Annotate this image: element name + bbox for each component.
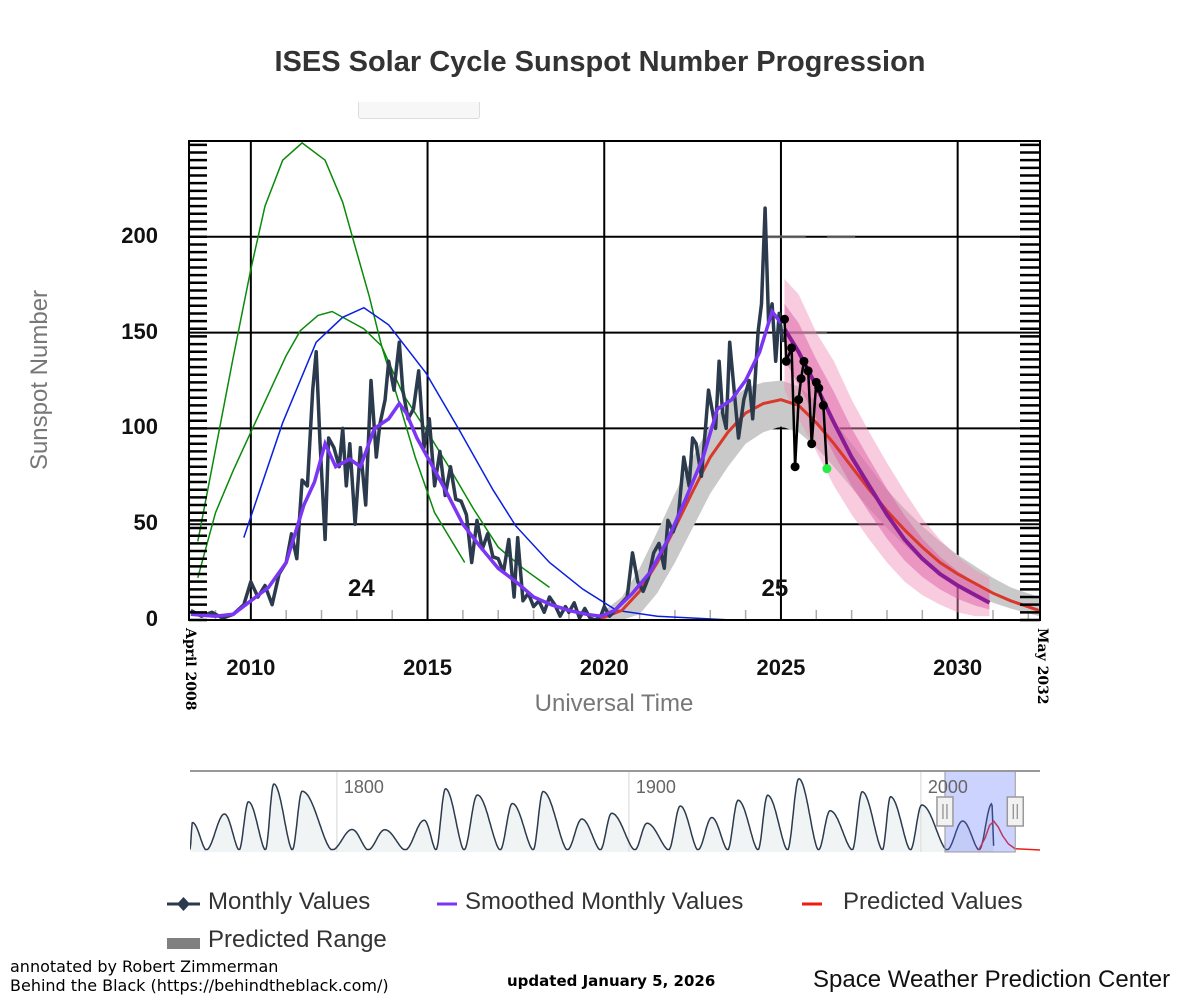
chart-title: ISES Solar Cycle Sunspot Number Progress… [274,46,926,78]
recent-monthly-point [787,343,797,353]
legend-range-rect-icon [167,938,200,949]
legend-diamond-icon [177,897,190,911]
x-tick-label: 2020 [579,655,629,680]
annotation-curve [197,141,466,563]
x-tick-label: 2010 [226,655,276,680]
navigator-area [190,778,994,852]
navigator-label: 2000 [927,777,968,797]
recent-monthly-point [781,356,791,366]
legend-smoothed-monthly-values[interactable]: Smoothed Monthly Values [465,888,744,915]
navigator-prediction [978,820,1040,851]
navigator-label: 1900 [635,777,676,797]
y-axis-title: Sunspot Number [26,289,53,471]
range-selector-button[interactable] [358,102,480,119]
recent-monthly-point [807,439,817,449]
smoothed-prediction-outer-band [784,278,990,617]
legend-markers [167,897,822,949]
y-tick-label: 200 [121,222,158,248]
x-axis-title: Universal Time [534,690,694,717]
x-axis-start-label: April 2008 [182,628,198,711]
recent-monthly-point [818,400,828,410]
recent-monthly-point [796,374,806,384]
plot-border [188,140,1041,621]
x-axis-end-label: May 2032 [1034,628,1050,705]
x-tick-label: 2030 [933,655,983,680]
recent-monthly-point [803,366,813,376]
plot-area [189,141,1040,620]
navigator-handle-left[interactable] [936,796,954,827]
cycle-label: 24 [348,575,375,602]
axes-frame [188,140,1041,622]
legend-monthly-values[interactable]: Monthly Values [208,888,371,915]
y-tick-label: 50 [133,510,158,536]
annotation-credit: annotated by Robert Zimmerman [10,957,279,976]
navigator-selection[interactable] [944,770,1016,853]
x-tick-label: 2015 [403,655,453,680]
recent-monthly-point [794,395,804,405]
smoothed-monthly-line [190,307,783,618]
legend-predicted-range[interactable]: Predicted Range [208,926,387,953]
annotation-source: Behind the Black (https://behindtheblack… [10,976,389,995]
cycle-label: 25 [761,575,789,602]
navigator[interactable] [190,770,1040,853]
navigator-series [190,778,995,851]
recent-monthly-point [799,356,809,366]
annotation-curve [197,310,550,589]
recent-monthly-point [779,314,789,324]
legend-predicted-values[interactable]: Predicted Values [843,888,1023,915]
monthly-values-line [189,206,785,620]
recent-monthly-point [814,383,824,393]
recent-monthly-point [790,462,800,472]
y-tick-label: 0 [145,606,158,631]
x-tick-label: 2025 [756,655,806,680]
navigator-label: 1800 [343,777,384,797]
y-tick-label: 100 [121,414,158,440]
annotation-curve [243,306,732,620]
navigator-handle-right[interactable] [1006,796,1025,827]
latest-point [822,464,832,474]
updated-date: updated January 5, 2026 [507,972,716,990]
y-tick-label: 150 [121,318,158,344]
swpc-credit: Space Weather Prediction Center [813,966,1171,993]
